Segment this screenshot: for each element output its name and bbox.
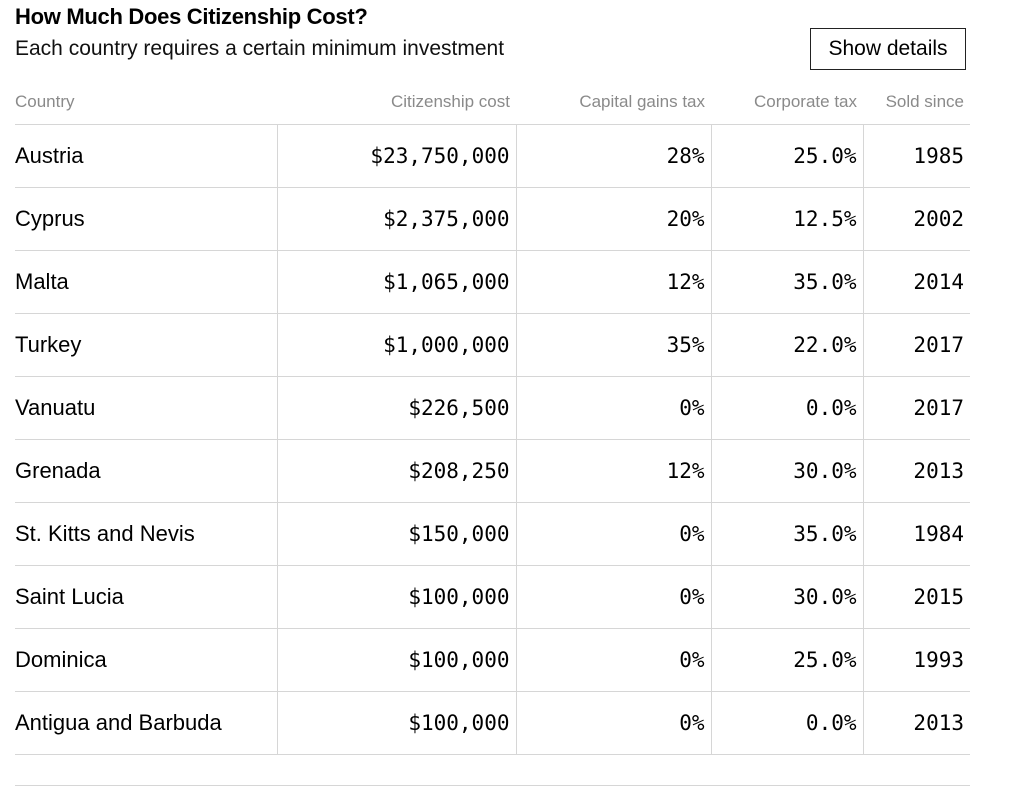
cell-capital-gains-tax: 0%: [516, 628, 712, 692]
table-body: Austria $23,750,000 28% 25.0% 1985 Cyprus $2,3…: [15, 124, 970, 755]
cell-country: Malta: [15, 250, 278, 314]
cell-country: St. Kitts and Nevis: [15, 502, 278, 566]
cell-sold-since: 1984: [863, 502, 970, 566]
cell-country: Vanuatu: [15, 376, 278, 440]
cell-country: Antigua and Barbuda: [15, 691, 278, 755]
cell-capital-gains-tax: 12%: [516, 439, 712, 503]
cell-sold-since: 2015: [863, 565, 970, 629]
table-row: Antigua and Barbuda $100,000 0% 0.0% 2013: [15, 691, 970, 755]
cell-corporate-tax: 25.0%: [711, 124, 864, 188]
cell-corporate-tax: 22.0%: [711, 313, 864, 377]
cell-sold-since: 1985: [863, 124, 970, 188]
table-row: Cyprus $2,375,000 20% 12.5% 2002: [15, 187, 970, 251]
table-row: Turkey $1,000,000 35% 22.0% 2017: [15, 313, 970, 377]
cell-citizenship-cost: $100,000: [277, 565, 517, 629]
cell-capital-gains-tax: 0%: [516, 376, 712, 440]
cell-capital-gains-tax: 20%: [516, 187, 712, 251]
cell-citizenship-cost: $150,000: [277, 502, 517, 566]
cell-capital-gains-tax: 0%: [516, 502, 712, 566]
cell-capital-gains-tax: 0%: [516, 691, 712, 755]
table-row: Vanuatu $226,500 0% 0.0% 2017: [15, 376, 970, 440]
cell-country: Dominica: [15, 628, 278, 692]
column-header-country[interactable]: Country: [15, 80, 277, 125]
column-header-citizenship-cost[interactable]: Citizenship cost: [277, 80, 516, 125]
cell-country: Cyprus: [15, 187, 278, 251]
cell-corporate-tax: 35.0%: [711, 502, 864, 566]
table-row: Malta $1,065,000 12% 35.0% 2014: [15, 250, 970, 314]
table-row: St. Kitts and Nevis $150,000 0% 35.0% 1984: [15, 502, 970, 566]
column-header-sold-since[interactable]: Sold since: [863, 80, 970, 125]
show-details-button[interactable]: Show details: [810, 28, 966, 70]
table-row: Saint Lucia $100,000 0% 30.0% 2015: [15, 565, 970, 629]
table-row: Dominica $100,000 0% 25.0% 1993: [15, 628, 970, 692]
table-row: Grenada $208,250 12% 30.0% 2013: [15, 439, 970, 503]
chart-subtitle: Each country requires a certain minimum …: [15, 37, 505, 60]
cell-country: Austria: [15, 124, 278, 188]
citizenship-table: Country Citizenship cost Capital gains t…: [15, 80, 970, 755]
cell-corporate-tax: 25.0%: [711, 628, 864, 692]
cell-sold-since: 2017: [863, 313, 970, 377]
cell-citizenship-cost: $1,065,000: [277, 250, 517, 314]
cell-corporate-tax: 35.0%: [711, 250, 864, 314]
cell-citizenship-cost: $208,250: [277, 439, 517, 503]
cell-country: Turkey: [15, 313, 278, 377]
cell-corporate-tax: 30.0%: [711, 565, 864, 629]
table-row: Austria $23,750,000 28% 25.0% 1985: [15, 124, 970, 188]
column-header-capital-gains-tax[interactable]: Capital gains tax: [516, 80, 711, 125]
column-header-corporate-tax[interactable]: Corporate tax: [711, 80, 863, 125]
cell-capital-gains-tax: 28%: [516, 124, 712, 188]
cell-citizenship-cost: $100,000: [277, 691, 517, 755]
chart-title: How Much Does Citizenship Cost?: [15, 4, 368, 29]
cell-citizenship-cost: $23,750,000: [277, 124, 517, 188]
table-bottom-rule: [15, 785, 970, 786]
cell-country: Grenada: [15, 439, 278, 503]
cell-corporate-tax: 12.5%: [711, 187, 864, 251]
cell-corporate-tax: 0.0%: [711, 691, 864, 755]
cell-citizenship-cost: $2,375,000: [277, 187, 517, 251]
cell-capital-gains-tax: 0%: [516, 565, 712, 629]
cell-citizenship-cost: $1,000,000: [277, 313, 517, 377]
cell-sold-since: 2017: [863, 376, 970, 440]
table-header-row: Country Citizenship cost Capital gains t…: [15, 80, 970, 125]
cell-sold-since: 2002: [863, 187, 970, 251]
cell-sold-since: 2013: [863, 439, 970, 503]
cell-sold-since: 2013: [863, 691, 970, 755]
cell-corporate-tax: 0.0%: [711, 376, 864, 440]
cell-sold-since: 1993: [863, 628, 970, 692]
cell-country: Saint Lucia: [15, 565, 278, 629]
cell-capital-gains-tax: 35%: [516, 313, 712, 377]
cell-citizenship-cost: $100,000: [277, 628, 517, 692]
cell-citizenship-cost: $226,500: [277, 376, 517, 440]
cell-sold-since: 2014: [863, 250, 970, 314]
cell-capital-gains-tax: 12%: [516, 250, 712, 314]
cell-corporate-tax: 30.0%: [711, 439, 864, 503]
